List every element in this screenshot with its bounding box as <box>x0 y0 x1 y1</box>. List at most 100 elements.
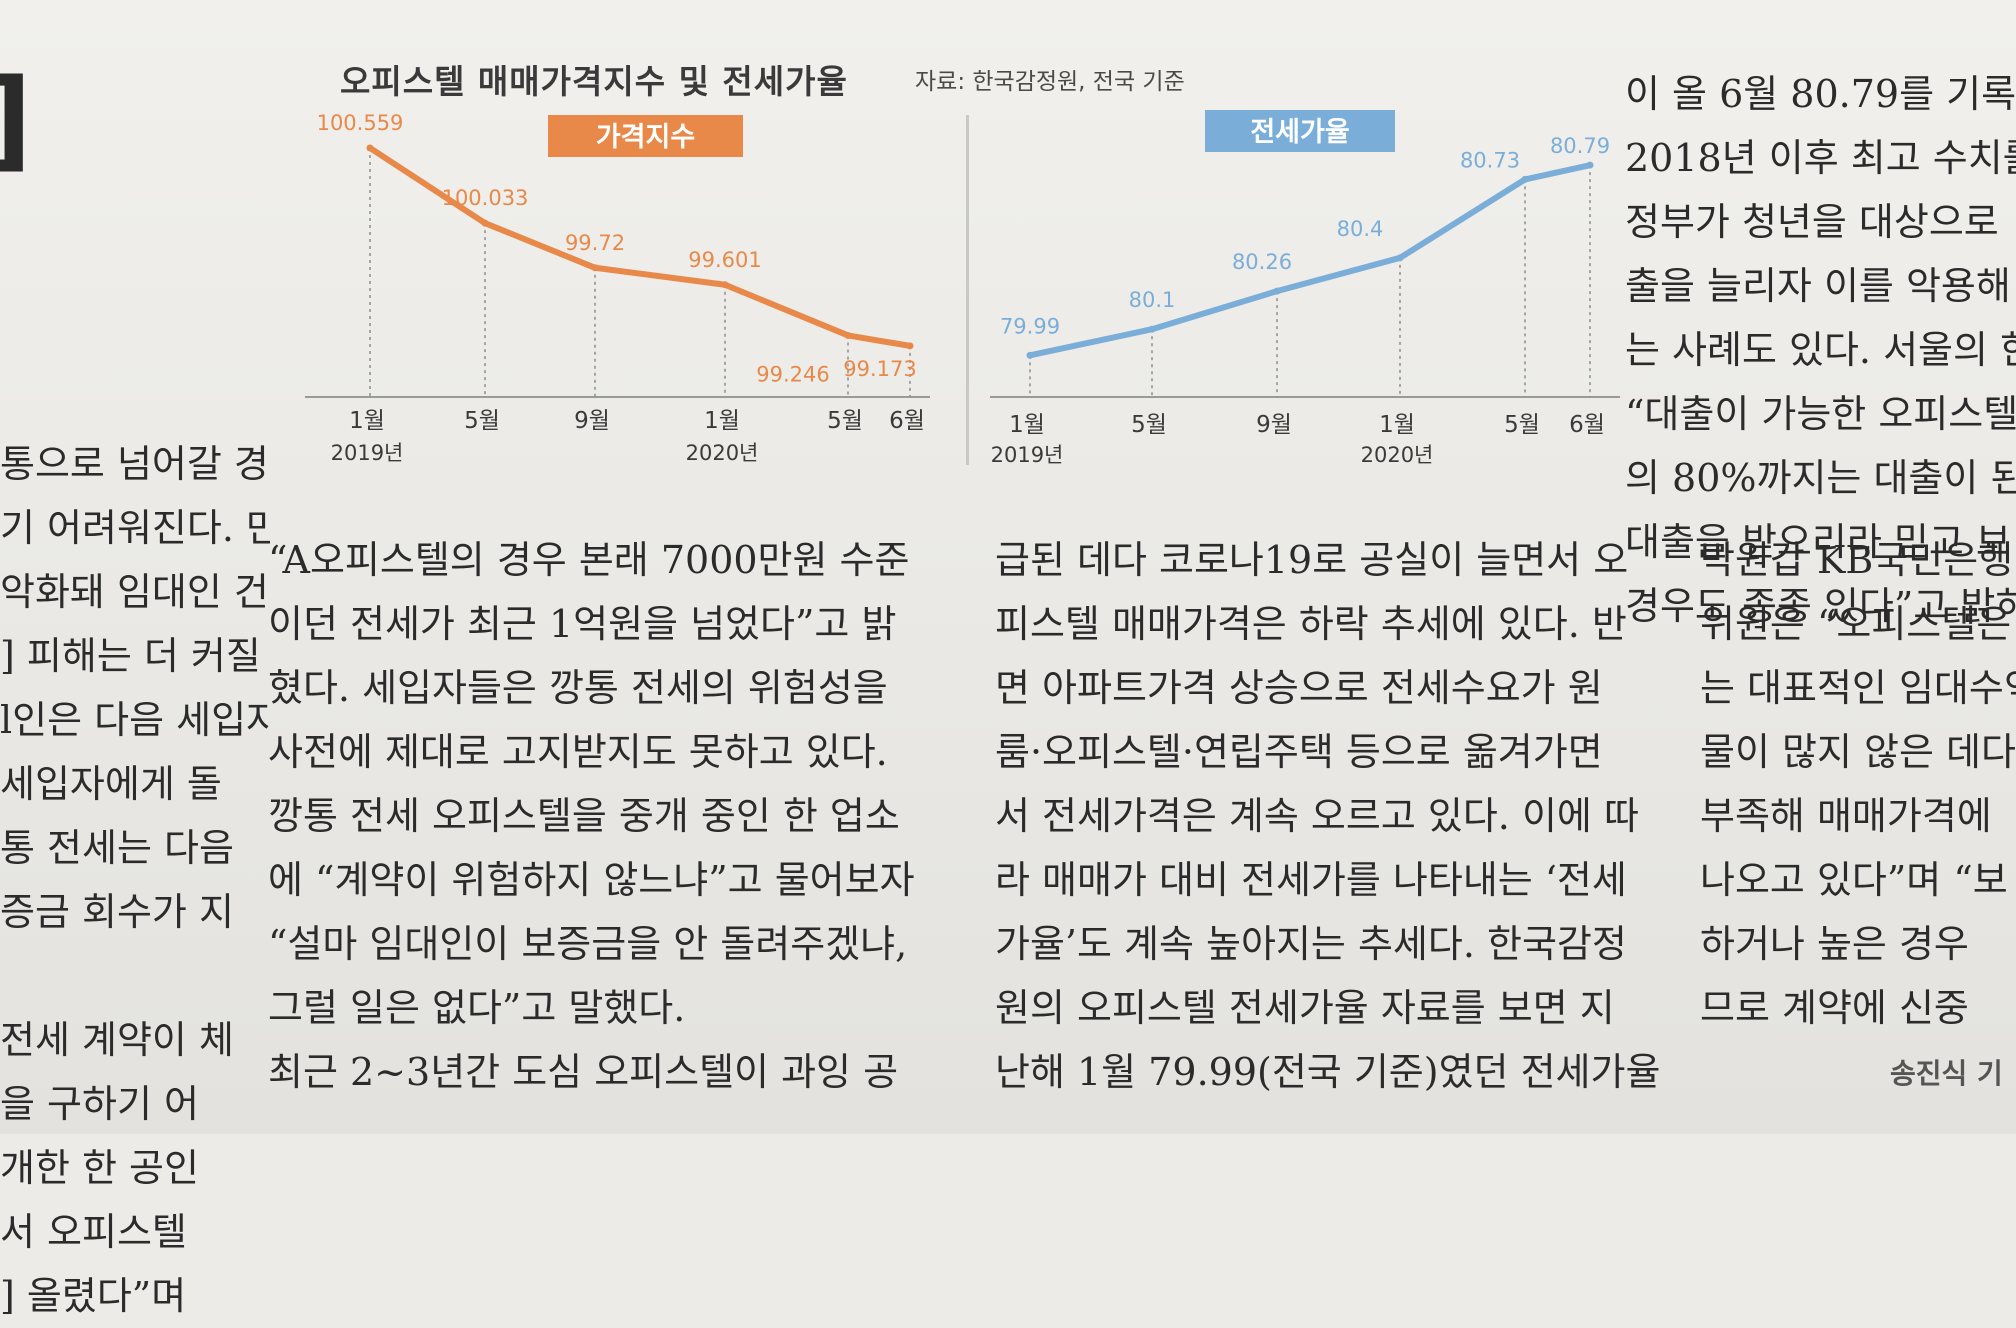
article-line: 개한 한 공인 <box>0 1146 199 1190</box>
jeonse-ratio-data-point <box>1586 161 1594 169</box>
article-line: 통으로 넘어갈 경우 <box>0 442 270 486</box>
article-line: 난해 1월 79.99(전국 기준)였던 전세가율 <box>995 1050 1661 1094</box>
article-line: “A오피스텔의 경우 본래 7000만원 수준 <box>268 538 910 582</box>
article-line: 깡통 전세 오피스텔을 중개 중인 한 업소 <box>268 794 900 838</box>
jeonse-ratio-x-tick-label: 6월 <box>1569 412 1605 438</box>
article-line: 사전에 제대로 고지받지도 못하고 있다. <box>268 730 888 774</box>
article-line: 박원갑 KB국민은행 <box>1700 538 2014 582</box>
price-index-x-year-label: 2019년 <box>331 441 404 465</box>
article-line: 전세 계약이 체 <box>0 1018 234 1062</box>
article-line: 위원은 “오피스텔은 월 <box>1700 602 2016 646</box>
price-index-data-label: 100.033 <box>442 186 529 210</box>
article-line: 정부가 청년을 대상으로 <box>1625 200 1999 244</box>
article-line: 이던 전세가 최근 1억원을 넘었다”고 밝 <box>268 602 897 646</box>
article-line: 경우도 종종 있다”고 밝혀 <box>1625 584 2016 628</box>
price-index-data-point <box>906 342 914 350</box>
article-line: 통 전세는 다음 <box>0 826 234 870</box>
price-index-x-tick-label: 1월 <box>704 408 740 434</box>
price-index-data-label: 100.559 <box>317 111 404 135</box>
price-index-data-point <box>721 281 729 289</box>
jeonse-ratio-title: 전세가율 <box>1250 117 1349 148</box>
graphic-title: 오피스텔 매매가격지수 및 전세가율 <box>340 62 848 101</box>
article-line: 혔다. 세입자들은 깡통 전세의 위험성을 <box>268 666 888 710</box>
article-line: 원의 오피스텔 전세가율 자료를 보면 지 <box>995 986 1615 1030</box>
article-line: 2018년 이후 최고 수치를 나 <box>1625 136 2016 180</box>
article-line: l인은 다음 세입자 <box>0 698 270 742</box>
article-line <box>0 240 270 304</box>
jeonse-ratio-data-point <box>1026 351 1034 359</box>
article-line: 룸·오피스텔·연립주택 등으로 옮겨가면 <box>995 730 1603 774</box>
jeonse-ratio-title-badge <box>1205 110 1395 152</box>
article-line: ] 올렸다”며 <box>0 1274 187 1318</box>
price-index-x-tick-label: 6월 <box>889 408 925 434</box>
price-index-data-point <box>844 331 852 339</box>
jeonse-ratio-data-label: 80.26 <box>1232 250 1292 274</box>
price-index-x-tick-label: 9월 <box>574 408 610 434</box>
jeonse-ratio-x-tick-label: 1월 <box>1009 412 1045 438</box>
article-line: 서 오피스텔 <box>0 1210 187 1254</box>
jeonse-ratio-data-label: 79.99 <box>1000 314 1060 338</box>
article-line: 의 80%까지는 대출이 된다 <box>1625 456 2016 500</box>
graphic-source: 자료: 한국감정원, 전국 기준 <box>915 69 1185 95</box>
article-column-middle-2: 급된 데다 코로나19로 공실이 늘면서 오 피스텔 매매가격은 하락 추세에 있… <box>995 528 1685 1104</box>
article-line: 가율’도 계속 높아지는 추세다. 한국감정 <box>995 922 1627 966</box>
jeonse-ratio-data-point <box>1521 175 1529 183</box>
price-index-x-year-label: 2020년 <box>686 441 759 465</box>
jeonse-ratio-data-label: 80.4 <box>1337 217 1384 241</box>
jeonse-ratio-data-point <box>1396 254 1404 262</box>
price-index-data-point <box>481 219 489 227</box>
article-line: 는 사례도 있다. 서울의 한 <box>1625 328 2016 372</box>
price-index-data-label: 99.173 <box>843 357 916 381</box>
jeonse-ratio-data-label: 80.1 <box>1129 288 1176 312</box>
newspaper-background <box>0 0 2016 1134</box>
article-line: “설마 임대인이 보증금을 안 돌려주겠냐, <box>268 922 908 966</box>
article-line: 악화돼 임대인 건 <box>0 570 269 614</box>
price-index-title-badge <box>548 115 743 157</box>
article-line: 면 아파트가격 상승으로 전세수요가 원 <box>995 666 1603 710</box>
article-line: 라 매매가 대비 전세가를 나타내는 ‘전세 <box>995 858 1627 902</box>
price-index-data-label: 99.246 <box>756 362 829 386</box>
price-index-data-label: 99.601 <box>688 248 761 272</box>
jeonse-ratio-data-label: 80.73 <box>1460 148 1520 172</box>
jeonse-ratio-x-tick-label: 5월 <box>1131 412 1167 438</box>
price-index-data-point <box>366 144 374 152</box>
article-line: 에 “계약이 위험하지 않느냐”고 물어보자 <box>268 858 915 902</box>
article-line: 므로 계약에 신중 <box>1700 986 1969 1030</box>
article-line: 그럴 일은 없다”고 말했다. <box>268 986 686 1030</box>
article-line: ] 피해는 더 커질 <box>0 634 261 678</box>
price-index-title: 가격지수 <box>596 122 695 153</box>
article-line: 는 대표적인 임대수익 <box>1700 666 2016 710</box>
jeonse-ratio-x-year-label: 2019년 <box>991 443 1064 467</box>
price-index-x-tick-label: 1월 <box>349 408 385 434</box>
article-line: 물이 많지 않은 데다 <box>1700 730 2016 774</box>
jeonse-ratio-x-tick-label: 9월 <box>1256 412 1292 438</box>
charts-svg: 100.559 100.033 99.72 99.601 99.246 99.173 가격지… <box>305 110 1620 467</box>
article-line: 세입자에게 돌 <box>0 762 222 806</box>
chart-divider <box>966 115 969 465</box>
article-line: 최근 2~3년간 도심 오피스텔이 과잉 공 <box>268 1050 899 1094</box>
article-line: 서 전세가격은 계속 오르고 있다. 이에 따 <box>995 794 1639 838</box>
article-line <box>0 368 270 432</box>
article-line: 부족해 매매가격에 <box>1700 794 1992 838</box>
price-index-x-tick-label: 5월 <box>464 408 500 434</box>
jeonse-ratio-data-point <box>1148 325 1156 333</box>
price-index-series-line <box>367 144 913 349</box>
article-line: 대출을 받으리라 믿고 보 <box>1625 520 2011 564</box>
price-index-data-point <box>591 264 599 272</box>
price-index-data-label: 99.72 <box>565 231 625 255</box>
jeonse-ratio-x-year-label: 2020년 <box>1361 443 1434 467</box>
article-line: 이 올 6월 80.79를 기록, 집 <box>1625 72 2016 116</box>
article-column-right-top: 이 올 6월 80.79를 기록, 집 2018년 이후 최고 수치를 나 정부가… <box>1625 62 2016 638</box>
jeonse-ratio-data-point <box>1273 287 1281 295</box>
article-line: 급된 데다 코로나19로 공실이 늘면서 오 <box>995 538 1629 582</box>
article-line: 출을 늘리자 이를 악용해 <box>1625 264 2011 308</box>
price-index-x-tick-label: 5월 <box>827 408 863 434</box>
byline: 송진식 기 <box>1890 1057 2003 1090</box>
article-line <box>0 304 270 368</box>
article-line: 나오고 있다”며 “보 <box>1700 858 2008 902</box>
article-line <box>0 944 270 1008</box>
article-line: 하거나 높은 경우 <box>1700 922 1969 966</box>
